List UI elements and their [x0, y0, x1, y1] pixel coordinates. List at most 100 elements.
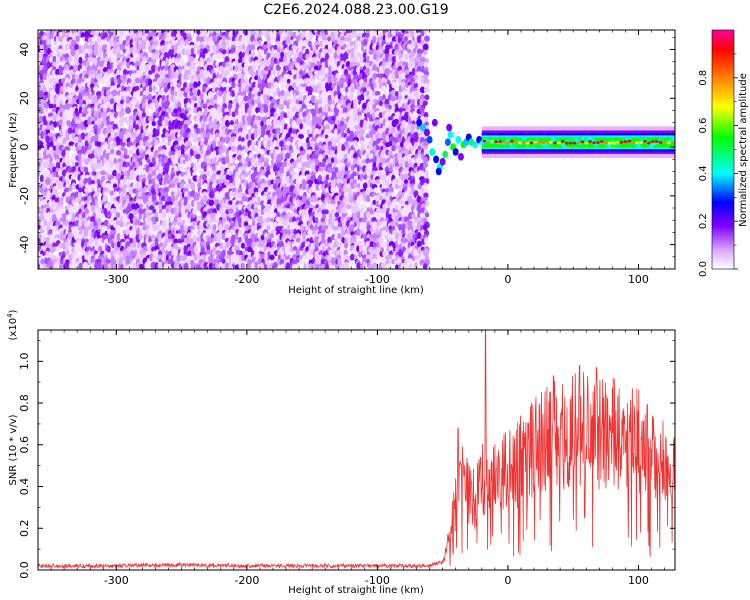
spectrogram-cell — [45, 135, 51, 144]
spectrogram-cell — [41, 263, 47, 269]
spectrogram-cell — [38, 263, 41, 269]
spectrogram-cell — [192, 96, 198, 102]
spectrogram-cell — [97, 79, 101, 86]
spectrogram-cell — [147, 78, 153, 86]
spectrogram-cell — [116, 95, 122, 101]
spectrogram-cell — [328, 70, 332, 76]
spectrogram-cell — [275, 149, 281, 155]
spectrogram-cell — [224, 180, 230, 187]
spectrogram-cell — [73, 64, 80, 72]
spectrogram-cell — [314, 259, 320, 265]
spectrogram-cell — [122, 136, 128, 143]
spectrogram-cell — [209, 97, 215, 106]
spectrogram-cell — [58, 196, 64, 202]
spectrogram-cell — [219, 242, 224, 250]
spectrogram-cell — [42, 94, 48, 101]
spectrogram-cell — [279, 154, 284, 161]
spectrogram-cell — [328, 47, 333, 55]
spectrogram-cell — [154, 216, 159, 222]
spectrogram-cell — [311, 79, 316, 85]
spectrogram-cell — [106, 245, 111, 253]
spectrogram-cell — [51, 107, 57, 113]
spectrogram-cell — [269, 254, 275, 261]
spectrogram-cell — [45, 83, 51, 90]
spectrogram-cell — [105, 258, 112, 264]
spectrogram-cell — [248, 86, 253, 93]
spectrogram-cell — [55, 162, 61, 169]
spectrogram-cell — [339, 263, 345, 269]
spectrogram-cell — [209, 158, 214, 164]
spectrogram-cell — [45, 241, 51, 249]
spectrogram-cell — [238, 44, 242, 52]
spectrogram-cell — [258, 40, 262, 47]
spectrogram-cell — [330, 150, 335, 156]
spectrogram-cell — [190, 158, 195, 164]
spectrogram-cell — [38, 238, 41, 246]
spectrogram-cell — [70, 48, 76, 57]
spectrogram-cell — [343, 242, 349, 249]
spectrogram-cell — [61, 213, 67, 218]
spectrogram-cell — [302, 130, 307, 136]
spectrogram-cell — [49, 30, 54, 40]
spectrogram-cell — [46, 61, 51, 69]
spectrogram-cell — [42, 107, 49, 114]
spectrogram-cell — [71, 182, 77, 191]
spectrogram-cell — [257, 126, 262, 136]
spectrogram-cell — [52, 55, 57, 64]
spectrogram-cell — [78, 56, 83, 65]
spectrogram-cell — [315, 191, 321, 198]
spectrogram-cell — [50, 115, 54, 122]
spectrogram-cell — [54, 261, 61, 269]
spectrogram-cell — [164, 102, 169, 110]
spectrogram-cell — [221, 49, 227, 55]
spectrogram-cell — [222, 144, 226, 153]
spectrogram-cell — [279, 204, 284, 210]
spectrogram-cell — [278, 103, 285, 111]
spectrogram-cell — [71, 97, 76, 106]
spectrogram-cell — [46, 211, 52, 220]
spectrogram-cell — [66, 49, 71, 55]
spectrogram-cell — [196, 182, 202, 188]
spectrogram-cell — [300, 183, 307, 190]
spectrogram-cell — [78, 262, 83, 269]
spectrogram-cell — [50, 123, 55, 132]
spectrogram-cell — [171, 228, 175, 235]
spectrogram-cell — [103, 72, 108, 80]
spectrogram-cell — [187, 203, 192, 210]
spectrogram-cell — [109, 39, 115, 48]
spectrogram-cell — [186, 73, 192, 80]
spectrogram-cell — [53, 115, 58, 122]
spectrogram-cells — [38, 30, 675, 269]
spectrogram-cell — [61, 93, 66, 102]
spectrogram-cell — [148, 85, 153, 93]
spectrogram-cell — [75, 262, 80, 269]
spectrogram-cell — [173, 262, 178, 269]
spectrogram-cell — [323, 209, 330, 215]
spectrogram-cell — [178, 212, 182, 218]
spectrogram-cell — [53, 120, 58, 128]
spectrogram-cell — [52, 61, 57, 67]
spectrogram-cell — [61, 123, 67, 131]
spectrogram-cell — [78, 137, 83, 143]
spectrogram-cell — [344, 261, 350, 269]
spectrogram-cell — [83, 262, 89, 269]
spectrogram-cell — [192, 208, 198, 215]
spectrogram-cell — [176, 82, 182, 88]
spectrogram-cell — [250, 262, 256, 269]
spectrogram-cell — [55, 150, 61, 157]
spectrogram-cell — [240, 37, 245, 43]
chart-title: C2E6.2024.088.23.00.G19 — [263, 2, 448, 18]
spectrogram-cell — [240, 242, 246, 249]
spectrogram-cell — [78, 99, 83, 107]
spectrogram-cell — [45, 195, 51, 201]
spectrogram-cell — [68, 141, 75, 147]
spectrogram-cell — [138, 213, 143, 220]
spectrogram-cell — [55, 220, 61, 227]
spectrogram-cell — [39, 166, 45, 173]
spectrogram-cell — [59, 103, 63, 110]
spectrogram-cell — [64, 219, 70, 227]
spectrogram-cell — [155, 52, 160, 61]
spectrogram-cell — [221, 249, 226, 257]
